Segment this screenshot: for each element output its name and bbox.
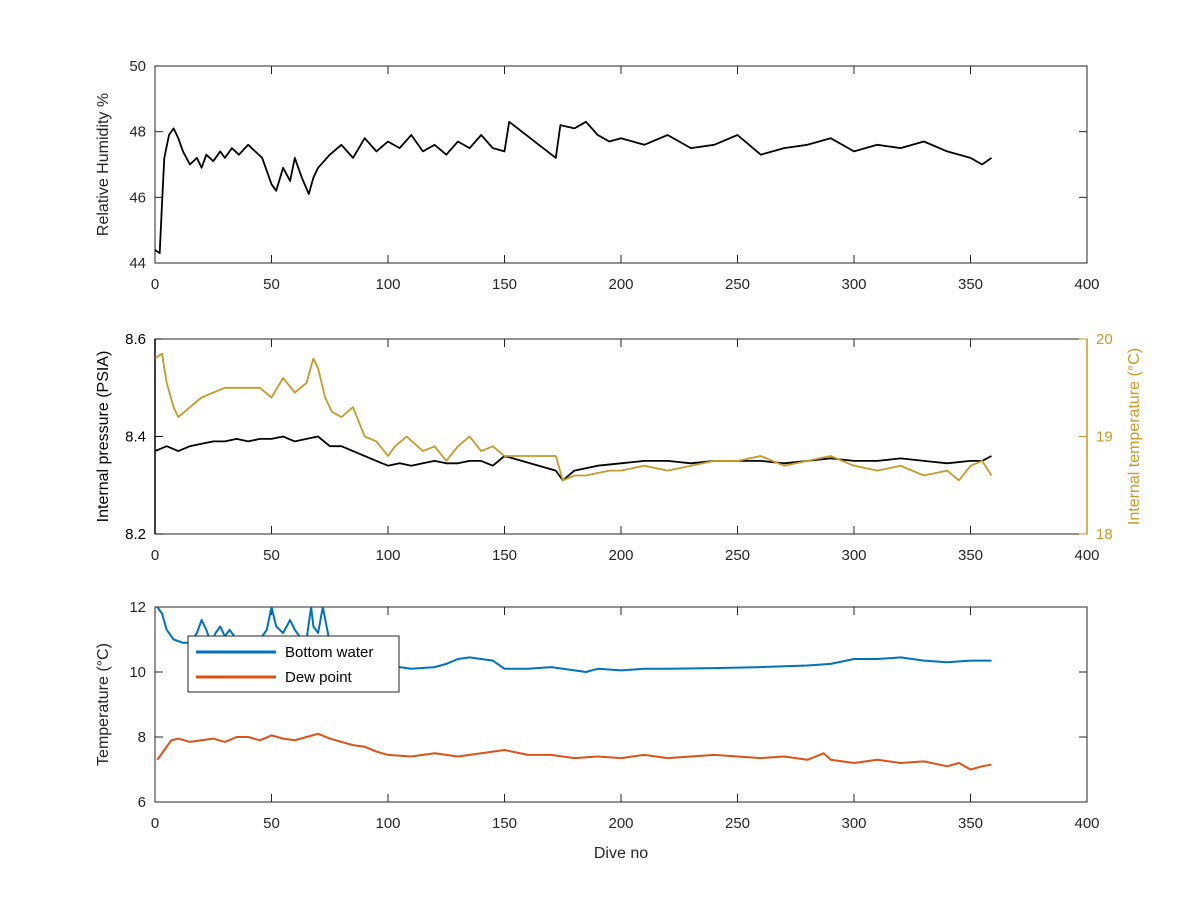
y-tick-label: 44	[129, 255, 146, 272]
x-tick-label: 350	[958, 815, 983, 832]
legend-label: Bottom water	[285, 644, 373, 661]
x-tick-label: 100	[375, 815, 400, 832]
y-tick-label: 12	[129, 599, 146, 616]
y2-axis-label: Internal temperature (°C)	[1126, 348, 1143, 525]
x-tick-label: 200	[608, 276, 633, 293]
y-tick-label: 6	[138, 794, 146, 811]
y-tick-label: 48	[129, 124, 146, 141]
x-tick-label: 0	[151, 815, 159, 832]
axes-box	[154, 338, 1088, 535]
series-line-1	[156, 732, 992, 771]
x-tick-label: 0	[151, 547, 159, 564]
y-tick-label: 8.6	[125, 331, 146, 348]
x-tick-label: 300	[841, 547, 866, 564]
x-tick-label: 250	[725, 276, 750, 293]
y-tick-label: 50	[129, 58, 146, 75]
y2-tick-label: 19	[1096, 429, 1113, 446]
x-tick-label: 200	[608, 815, 633, 832]
x-tick-label: 100	[375, 547, 400, 564]
x-tick-label: 150	[492, 276, 517, 293]
y2-tick-label: 18	[1096, 526, 1113, 543]
x-tick-label: 350	[958, 547, 983, 564]
x-tick-label: 50	[263, 547, 280, 564]
x-tick-label: 400	[1074, 815, 1099, 832]
y-tick-label: 8	[138, 729, 146, 746]
x-tick-label: 150	[492, 547, 517, 564]
legend-box	[187, 635, 400, 693]
x-tick-label: 400	[1074, 276, 1099, 293]
x-tick-label: 250	[725, 815, 750, 832]
x-tick-label: 250	[725, 547, 750, 564]
y-axis-label: Temperature (°C)	[95, 643, 112, 766]
y-tick-label: 46	[129, 189, 146, 206]
series-line-1	[155, 352, 993, 482]
x-axis-label: Dive no	[594, 845, 648, 862]
x-tick-label: 300	[841, 815, 866, 832]
temperature-panel: 0 50 100 150 200 250 300 350 400 6 8 10 12 Temperatur…	[95, 599, 1100, 832]
y-tick-label: 8.4	[125, 429, 146, 446]
x-tick-label: 150	[492, 815, 517, 832]
series-line-0	[155, 120, 993, 255]
x-tick-label: 100	[375, 276, 400, 293]
pressure-temperature-panel: 0 50 100 150 200 250 300 350 400 8.2 8.4 8.6 Interna…	[95, 331, 1143, 564]
x-tick-label: 200	[608, 547, 633, 564]
y2-tick-label: 20	[1096, 331, 1113, 348]
y-tick-label: 8.2	[125, 526, 146, 543]
x-tick-label: 0	[151, 276, 159, 293]
legend-label: Dew point	[285, 669, 353, 686]
x-tick-label: 400	[1074, 547, 1099, 564]
x-tick-label: 50	[263, 815, 280, 832]
axes-box	[154, 65, 1088, 264]
y-tick-label: 10	[129, 664, 146, 681]
x-tick-label: 50	[263, 276, 280, 293]
humidity-panel: 0 50 100 150 200 250 300 350 400 44 46 48 50 Relative…	[95, 58, 1100, 293]
y-axis-label: Relative Humidity %	[95, 93, 112, 236]
y-axis-label: Internal pressure (PSIA)	[95, 351, 112, 523]
x-tick-label: 350	[958, 276, 983, 293]
x-tick-label: 300	[841, 276, 866, 293]
